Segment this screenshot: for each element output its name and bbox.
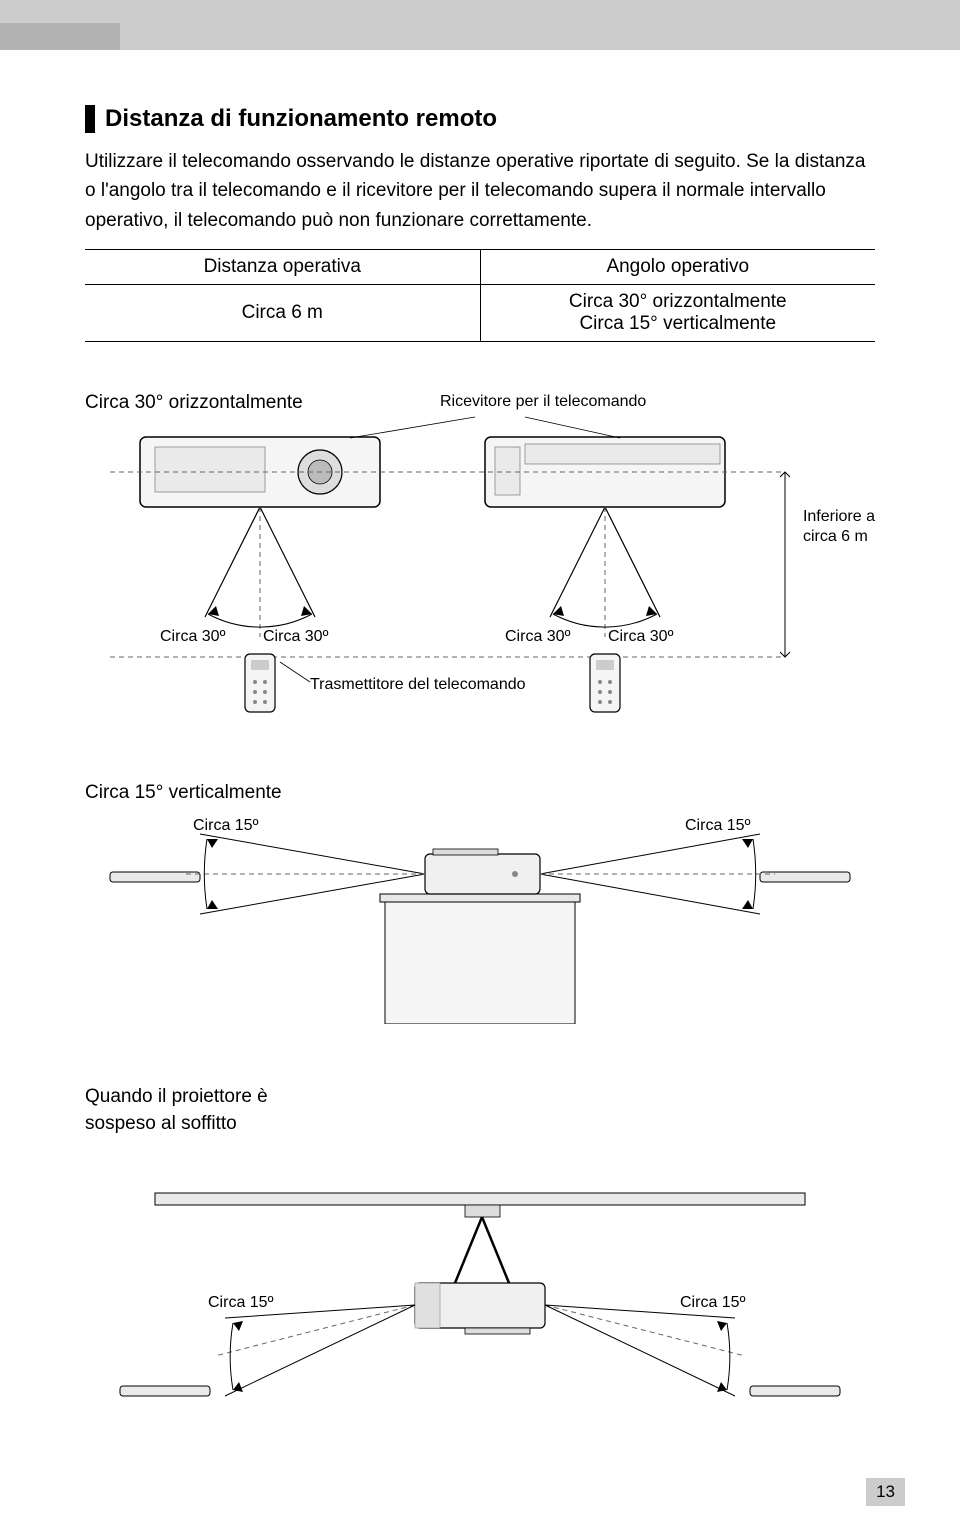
d3-right-arc-t (717, 1321, 727, 1331)
remote-right-btn3 (598, 690, 602, 694)
cone-right-b (605, 507, 660, 617)
d3-left-arc (230, 1323, 233, 1390)
callout-line-receiver-right (525, 417, 620, 438)
table-value-left: Circa 6 m (85, 285, 480, 342)
d2-angle-right: Circa 15º (685, 816, 750, 836)
mount-arm-l (455, 1217, 482, 1283)
d3-angle-right: Circa 15º (680, 1293, 745, 1313)
table-value-right-line2: Circa 15° verticalmente (579, 313, 776, 334)
table-header-row: Distanza operativa Angolo operativo (85, 250, 875, 285)
diagram3-svg (85, 1138, 875, 1448)
angle-a: Circa 30º (160, 627, 225, 647)
cone-left-b (260, 507, 315, 617)
remote-left-btn3 (253, 690, 257, 694)
remote-left-btn1 (253, 680, 257, 684)
projector-side-panel (495, 447, 520, 495)
d3-left-arc-b (233, 1382, 243, 1392)
projector-top-panel (525, 444, 720, 464)
table-value-right-line1: Circa 30° orizzontalmente (569, 291, 787, 312)
projector-side (425, 854, 540, 894)
d2-right-arc-t (742, 839, 753, 848)
d2-angle-left: Circa 15º (193, 816, 258, 836)
diagram2-title: Circa 15° verticalmente (85, 782, 875, 804)
d2-right-arc (753, 839, 756, 909)
section-title: Distanza di funzionamento remoto (85, 105, 875, 133)
d2-left-arc-t (207, 839, 218, 848)
page-number: 13 (866, 1478, 905, 1506)
projector-ceiling-top (465, 1328, 530, 1334)
remote-right-btn6 (608, 700, 612, 704)
remote-right-btn1 (598, 680, 602, 684)
projector-side-dot (512, 871, 518, 877)
diagram3-title: Quando il proiettore è sospeso al soffit… (85, 1084, 335, 1137)
d3-left-bot (225, 1305, 415, 1396)
d3-left-arc-t (233, 1321, 243, 1331)
d3-right-arc-b (717, 1382, 727, 1392)
angle-d: Circa 30º (608, 627, 673, 647)
callout-transmitter (280, 662, 310, 682)
top-header-accent (0, 23, 120, 50)
table-header-left: Distanza operativa (85, 250, 480, 285)
remote-right-top (596, 660, 614, 670)
diagram1-svg (85, 392, 875, 752)
projector-panel-left (155, 447, 265, 492)
d2-right-top (540, 834, 760, 874)
d2-left-arc-b (207, 900, 218, 909)
projector-ceiling-side (415, 1283, 440, 1328)
angle-b: Circa 30º (263, 627, 328, 647)
diagram-ceiling: Circa 15º Circa 15º (85, 1138, 875, 1448)
table-value-right: Circa 30° orizzontalmente Circa 15° vert… (480, 285, 875, 342)
spec-table: Distanza operativa Angolo operativo Circ… (85, 249, 875, 342)
intro-paragraph: Utilizzare il telecomando osservando le … (85, 147, 875, 235)
table-header-right: Angolo operativo (480, 250, 875, 285)
projector-side-top (433, 849, 498, 855)
cone-left-a (205, 507, 260, 617)
remote-right-btn4 (608, 690, 612, 694)
d3-angle-left: Circa 15º (208, 1293, 273, 1313)
table-value-row: Circa 6 m Circa 30° orizzontalmente Circ… (85, 285, 875, 342)
transmitter-label-text: Trasmettitore del telecomando (310, 676, 526, 693)
diagram-horizontal: Circa 30° orizzontalmente Ricevitore per… (85, 392, 875, 752)
diagram-vertical: Circa 15º Circa 15º (85, 804, 875, 1024)
callout-line-receiver-left (350, 417, 475, 438)
d3-remote-right (750, 1386, 840, 1396)
remote-flat-right (760, 872, 850, 882)
ceiling-bar (155, 1193, 805, 1205)
mount-base (465, 1205, 500, 1217)
mount-arm-r (482, 1217, 509, 1283)
page-content: Distanza di funzionamento remoto Utilizz… (0, 50, 960, 1526)
d3-right-bot (545, 1305, 735, 1396)
remote-left-btn6 (263, 700, 267, 704)
d3-remote-left (120, 1386, 210, 1396)
top-header-bar (0, 0, 960, 50)
table-top (380, 894, 580, 902)
table-body (385, 902, 575, 1024)
remote-left-btn2 (263, 680, 267, 684)
remote-right-btn2 (608, 680, 612, 684)
remote-left-btn4 (263, 690, 267, 694)
d3-right-arc (727, 1323, 730, 1390)
angle-c: Circa 30º (505, 627, 570, 647)
d2-right-arc-b (742, 900, 753, 909)
remote-left-btn5 (253, 700, 257, 704)
remote-left-top (251, 660, 269, 670)
d2-left-top (200, 834, 425, 874)
transmitter-label: Trasmettitore del telecomando (310, 675, 526, 695)
cone-right-a (550, 507, 605, 617)
diagram2-svg (85, 804, 875, 1024)
remote-right-btn5 (598, 700, 602, 704)
